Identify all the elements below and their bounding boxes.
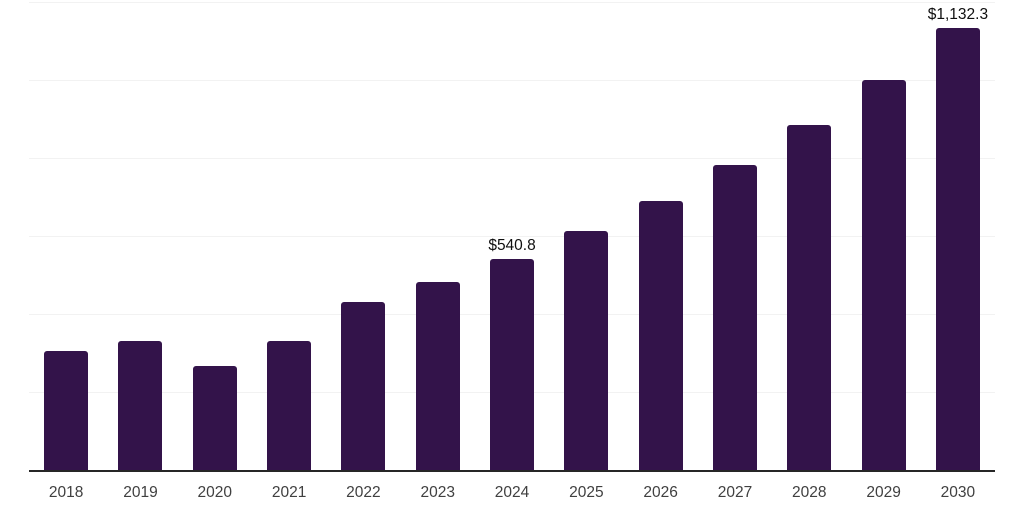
bar-slot-2024: $540.8 [475, 0, 549, 470]
bar-2019 [118, 341, 163, 470]
bar-slot-2020 [178, 0, 252, 470]
gridline-1200 [29, 2, 995, 3]
bar-slot-2023 [401, 0, 475, 470]
x-tick-2018: 2018 [48, 484, 84, 501]
bar-slot-2027 [698, 0, 772, 470]
bar-slot-2029 [846, 0, 920, 470]
bar-2024 [490, 259, 535, 470]
bar-slot-2025 [549, 0, 623, 470]
x-tick-2027: 2027 [717, 484, 753, 501]
bar-slot-2019 [103, 0, 177, 470]
plot-area: $540.8 $1,132.3 [29, 0, 995, 472]
bar-slot-2030: $1,132.3 [921, 0, 995, 470]
data-label-2030: $1,132.3 [927, 5, 989, 23]
bar-2025 [564, 231, 609, 470]
bar-2018 [44, 350, 89, 470]
x-axis-tick-labels: 2018 2019 2020 2021 2022 2023 2024 2025 2026 2027… [29, 484, 995, 501]
x-axis-line [29, 470, 995, 472]
x-tick-2020: 2020 [197, 484, 233, 501]
bar-2022 [341, 301, 386, 470]
bar-2020 [192, 365, 237, 470]
x-tick-2026: 2026 [643, 484, 678, 501]
x-tick-2022: 2022 [346, 484, 381, 501]
x-tick-2029: 2029 [866, 484, 901, 501]
gridline-800 [29, 158, 995, 159]
x-tick-2019: 2019 [123, 484, 158, 501]
x-tick-2030: 2030 [940, 484, 976, 501]
bar-slot-2026 [624, 0, 698, 470]
bar-2021 [267, 340, 312, 470]
bar-2028 [787, 124, 832, 470]
x-tick-2025: 2025 [569, 484, 604, 501]
bar-2027 [712, 165, 757, 470]
bar-slot-2018 [29, 0, 103, 470]
bar-slot-2022 [326, 0, 400, 470]
bar-2023 [415, 281, 460, 470]
bar-2026 [638, 201, 683, 470]
bar-2030 [935, 28, 980, 470]
bar-slot-2021 [252, 0, 326, 470]
x-tick-2021: 2021 [271, 484, 307, 501]
x-tick-2023: 2023 [420, 484, 455, 501]
x-tick-2024: 2024 [494, 484, 530, 501]
bar-slot-2028 [772, 0, 846, 470]
bars-container: $540.8 $1,132.3 [29, 0, 995, 470]
x-tick-2028: 2028 [792, 484, 827, 501]
bar-2029 [861, 80, 906, 470]
gridline-600 [29, 236, 995, 237]
data-label-2024: $540.8 [488, 236, 536, 254]
gridline-1000 [29, 80, 995, 81]
